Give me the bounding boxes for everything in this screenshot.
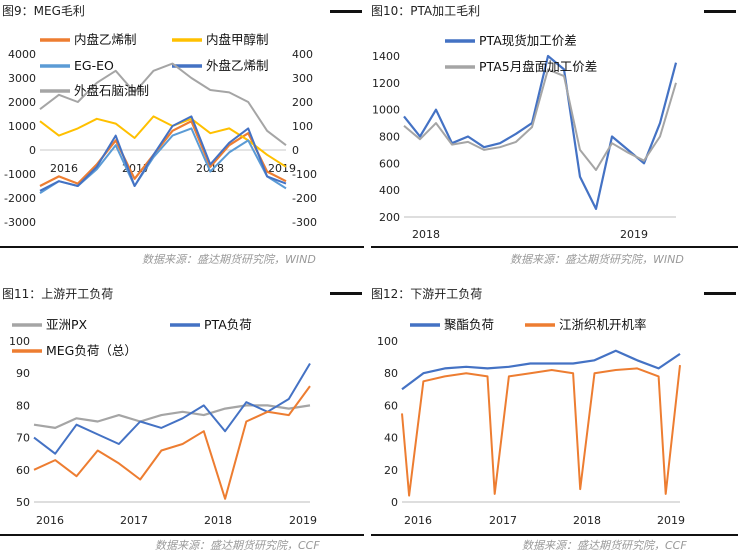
y-tick-label: 1000	[8, 120, 36, 133]
legend-label: PTA现货加工价差	[479, 33, 577, 48]
figure-pta: 图10：PTA加工毛利 数据来源：盛达期货研究院，WIND 1400 1200 10…	[371, 4, 738, 266]
series-line	[403, 68, 677, 171]
y-tick-label: 100	[9, 335, 30, 348]
legend-label: PTA负荷	[204, 317, 252, 332]
y-tick-label: 70	[16, 432, 30, 445]
figure-caption: 图12：下游开工负荷	[371, 287, 482, 301]
series-line	[401, 349, 681, 391]
y-tick-label: 60	[384, 399, 398, 412]
y2-tick-label: -200	[292, 192, 317, 205]
y-tick-label: 0	[391, 496, 398, 509]
x-tick-label: 2018	[573, 514, 601, 527]
x-tick-label: 2016	[404, 514, 432, 527]
y2-tick-label: -100	[292, 168, 317, 181]
y-tick-label: 800	[379, 131, 400, 144]
x-tick-label: 2018	[204, 514, 232, 527]
series-line	[33, 362, 311, 455]
series-line	[401, 364, 681, 497]
y-tick-label: 1200	[372, 77, 400, 90]
y-tick-label: 3000	[8, 72, 36, 85]
header-bar	[704, 10, 736, 13]
legend-label: 外盘石脑油制	[74, 83, 149, 98]
figure-meg: 图9：MEG毛利 数据来源：盛达期货研究院，WIND 4000300020001…	[0, 4, 364, 266]
legend-label: PTA5月盘面加工价差	[479, 59, 597, 74]
y-tick-label: 100	[377, 335, 398, 348]
chart-pta-margin: 1400 1200 1000 800 600 400 200 2018 2019 PTA现货加工价…	[372, 33, 678, 241]
chart-meg-margin: 40003000200010000-1000-2000-300040030020…	[4, 32, 317, 229]
y2-tick-label: 100	[292, 120, 313, 133]
legend-label: EG-EO	[74, 58, 114, 73]
y-tick-label: 0	[29, 144, 36, 157]
y-tick-label: 200	[379, 211, 400, 224]
x-tick-label: 2019	[657, 514, 685, 527]
y-tick-label: 400	[379, 184, 400, 197]
y-tick-label: 20	[384, 464, 398, 477]
y2-tick-label: 0	[292, 144, 299, 157]
y-tick-label: 4000	[8, 48, 36, 61]
source-note: 数据来源：盛达期货研究院，CCF	[155, 539, 320, 551]
y-tick-label: 600	[379, 157, 400, 170]
y2-tick-label: 400	[292, 48, 313, 61]
x-tick-label: 2019	[268, 162, 296, 175]
y-tick-label: 1000	[372, 104, 400, 117]
y-tick-label: -1000	[4, 168, 36, 181]
y-tick-label: 1400	[372, 50, 400, 63]
y-tick-label: -3000	[4, 216, 36, 229]
x-tick-label: 2016	[36, 514, 64, 527]
legend-label: 外盘乙烯制	[206, 58, 269, 73]
x-tick-label: 2019	[620, 228, 648, 241]
y2-tick-label: 200	[292, 96, 313, 109]
legend-label: 江浙织机开机率	[559, 317, 647, 332]
x-tick-label: 2017	[489, 514, 517, 527]
series-line	[39, 115, 287, 192]
series-line	[33, 404, 311, 429]
chart-downstream-load: 100 80 60 40 20 0 2016 2017 2018 2019 聚酯负荷 江浙织机开机率	[377, 317, 685, 527]
x-tick-label: 2017	[120, 514, 148, 527]
legend-label: 亚洲PX	[46, 317, 88, 332]
series-line	[39, 62, 287, 146]
y-tick-label: 2000	[8, 96, 36, 109]
legend-label: 聚酯负荷	[444, 317, 494, 332]
y-tick-label: 80	[384, 367, 398, 380]
y-tick-label: 40	[384, 432, 398, 445]
series-line	[39, 115, 287, 168]
x-tick-label: 2016	[50, 162, 78, 175]
source-note: 数据来源：盛达期货研究院，WIND	[510, 253, 684, 266]
figure-caption: 图10：PTA加工毛利	[371, 4, 480, 18]
legend-label: 内盘甲醇制	[206, 32, 269, 47]
y-tick-label: 60	[16, 464, 30, 477]
y-tick-label: 50	[16, 496, 30, 509]
figure-caption: 图11：上游开工负荷	[2, 287, 113, 301]
header-bar	[330, 10, 362, 13]
y-tick-label: 80	[16, 399, 30, 412]
header-bar	[704, 292, 736, 295]
legend-label: MEG负荷（总）	[46, 343, 137, 358]
figure-upstream: 图11：上游开工负荷 数据来源：盛达期货研究院，CCF 100 90 80 70 60 5…	[0, 287, 364, 551]
series-line	[33, 385, 311, 500]
header-bar	[330, 292, 362, 295]
series-line	[403, 54, 678, 210]
y-tick-label: -2000	[4, 192, 36, 205]
figure-caption: 图9：MEG毛利	[2, 4, 85, 18]
legend-label: 内盘乙烯制	[74, 32, 137, 47]
figure-downstream: 图12：下游开工负荷 数据来源：盛达期货研究院，CCF 100 80 60 40 20 0…	[371, 287, 738, 551]
source-note: 数据来源：盛达期货研究院，WIND	[142, 253, 316, 266]
chart-upstream-load: 100 90 80 70 60 50 2016 2017 2018 2019 亚洲PX PTA负荷 ME…	[9, 317, 317, 527]
y2-tick-label: -300	[292, 216, 317, 229]
x-tick-label: 2019	[289, 514, 317, 527]
source-note: 数据来源：盛达期货研究院，CCF	[522, 539, 687, 551]
series-line	[39, 120, 287, 187]
y2-tick-label: 300	[292, 72, 313, 85]
x-tick-label: 2018	[412, 228, 440, 241]
y-tick-label: 90	[16, 367, 30, 380]
